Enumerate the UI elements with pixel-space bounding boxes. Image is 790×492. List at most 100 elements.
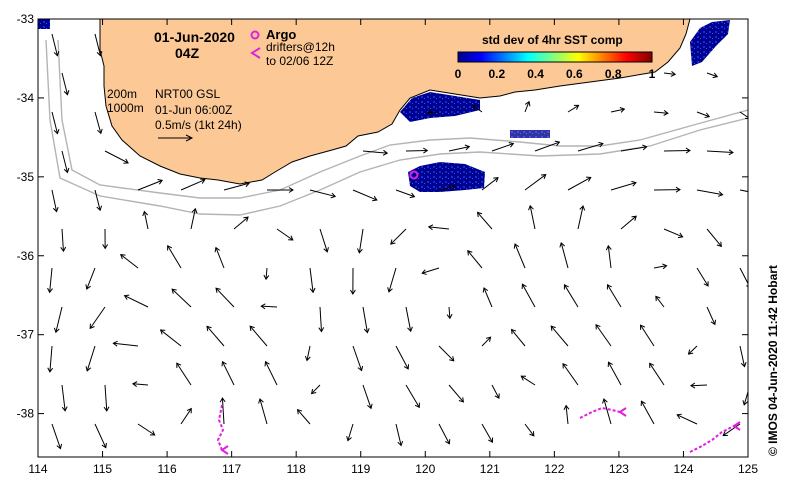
current-vector [137,423,156,436]
current-vector [706,149,734,156]
current-vector [405,384,420,409]
current-vector [47,345,54,373]
current-vector [750,307,760,328]
current-vector [104,150,129,164]
sst-patch-west [38,19,50,29]
x-tick-label: 121 [480,462,500,476]
current-vector [387,267,397,293]
current-vector [310,384,321,395]
current-vector [750,229,760,246]
current-vector [215,287,235,308]
current-vector [534,140,561,152]
current-vector [264,360,278,386]
colorbar-tick-label: 0.6 [566,67,583,81]
y-tick-label: -33 [17,12,35,26]
current-vector [491,142,515,152]
current-vector [563,284,579,308]
drifters-legend-label: drifters@12h [266,40,335,54]
current-vector [438,184,457,191]
current-vector [491,384,500,400]
current-vector [427,224,450,231]
y-tick-label: -37 [17,328,35,342]
current-vector [319,228,329,253]
current-vector [47,267,53,294]
current-vector [94,111,103,135]
current-vector [258,398,268,425]
current-vector [610,107,626,113]
current-vector [562,362,579,386]
current-vector [663,228,684,239]
current-vector [94,189,103,212]
current-vector [577,205,586,230]
current-vector [51,189,59,213]
x-tick-label: 118 [287,462,306,476]
drifter-track [579,406,627,419]
current-vector [94,33,103,57]
current-vector [524,174,547,191]
drifter-tracks [216,404,741,455]
current-vector [567,104,580,113]
current-vector [190,207,198,230]
x-tick-label: 117 [222,462,241,476]
colorbar-tick-label: 0 [455,67,462,81]
current-vector [137,179,164,191]
current-vector [61,72,70,96]
current-vector [722,423,741,437]
plot-frame [37,18,749,458]
contour-200m-label: 200m [107,87,137,101]
current-vector [653,263,668,270]
colorbar-ticks: 0 0.2 0.4 0.6 0.8 1 [455,67,656,81]
current-vector [524,100,531,113]
current-vector [362,384,373,410]
current-vector [520,375,536,386]
current-vector [739,111,748,119]
current-vector [706,72,719,79]
current-vector [362,149,389,156]
colorbar-title: std dev of 4hr SST comp [482,33,623,47]
current-vector [352,345,364,372]
current-vector [605,244,612,269]
isobath-1000m [45,39,748,216]
argo-float-marker [409,170,419,180]
current-vector [85,345,96,372]
scale-label: 0.5m/s (1kt 24h) [155,118,242,132]
current-vector [112,340,139,347]
sst-patch-coast [400,92,480,122]
current-vector [446,306,453,320]
current-vector [221,360,235,386]
current-vector [448,144,471,152]
current-vector [309,267,316,294]
colorbar-tick-label: 0.8 [605,67,622,81]
current-vectors [47,33,776,450]
current-vector [53,306,63,334]
current-vector [304,345,311,362]
colorbar-tick-label: 0.4 [527,67,544,81]
x-axis: 114 115 116 117 118 119 120 121 122 123 124 125 [28,19,758,476]
x-tick-label: 120 [415,462,435,476]
current-vector [142,210,149,230]
x-tick-label: 125 [738,462,758,476]
current-vector [276,228,294,241]
current-vector [260,303,278,310]
current-vector [349,267,356,295]
current-vector [559,241,569,269]
current-vector [689,382,708,389]
current-vector [123,294,149,308]
current-vector [649,362,665,386]
current-vector [89,306,106,330]
current-vector [85,267,96,290]
current-vector [357,228,364,254]
current-vector [167,244,182,269]
current-vector [653,186,681,193]
current-vector [663,71,677,77]
current-vector [742,390,748,406]
isobath-200m [57,39,748,199]
current-vector [750,149,776,154]
current-vector [223,181,251,191]
argo-legend-icon [250,30,260,40]
x-tick-label: 116 [158,462,177,476]
current-vector [524,423,535,437]
current-vector [696,111,711,119]
argo-legend-label: Argo [266,27,296,42]
